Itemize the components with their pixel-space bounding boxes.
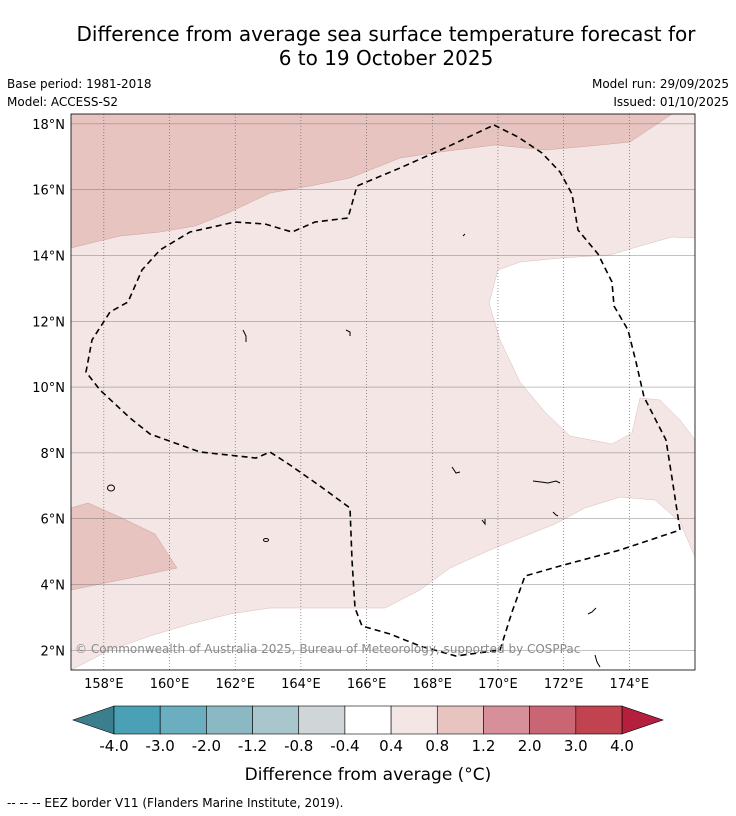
lon-tick-label: 162°E [215,677,255,692]
lon-tick-label: 174°E [610,677,650,692]
colorbar-under-arrow [72,705,115,735]
island [242,329,247,342]
eez-footnote: -- -- -- EEZ border V11 (Flanders Marine… [7,796,344,810]
colorbar-label: Difference from average (°C) [245,765,492,785]
island [481,519,486,526]
lon-tick-label: 160°E [150,677,190,692]
colorbar-swatch [206,705,253,735]
island [552,511,559,517]
field-neutral-south [71,496,695,670]
model-run: Model run: 29/09/2025 [591,77,729,91]
map-title: Difference from average sea surface temp… [0,22,736,70]
copyright-text: © Commonwealth of Australia 2025, Bureau… [75,642,580,656]
colorbar-swatch [344,705,392,735]
island [345,329,351,336]
island [587,607,597,615]
colorbar-swatch [575,705,623,735]
colorbar-swatch [113,705,161,735]
colorbar-tick-label: 4.0 [610,737,634,755]
island [107,484,115,492]
colorbar-over-arrow [621,705,664,735]
colorbar-tick-label: -1.2 [238,737,267,755]
colorbar-tick-label: 3.0 [564,737,588,755]
island [451,466,461,474]
lat-tick-label: 6°N [41,513,66,528]
island [532,480,561,484]
colorbar: -4.0 -3.0 -2.0 -1.2 -0.8 -0.4 0.4 0.8 1.2 2.0 3.0 4… [72,705,664,755]
colorbar-swatch [529,705,577,735]
title-line-2: 6 to 19 October 2025 [278,46,494,70]
colorbar-tick-label: -0.8 [284,737,313,755]
lat-tick-label: 4°N [41,578,66,593]
model-name: Model: ACCESS-S2 [7,95,119,109]
colorbar-tick-label: 2.0 [518,737,542,755]
meta-left: Base period: 1981-2018 Model: ACCESS-S2 [7,75,152,111]
lat-tick-label: 8°N [41,447,66,462]
lon-tick-label: 168°E [412,677,452,692]
field-0.8-1.2-west [71,502,178,591]
colorbar-swatch [159,705,207,735]
lat-tick-label: 10°N [32,381,65,396]
axis-ticks: 158°E 160°E 162°E 164°E 166°E 168°E 170°E 172°E… [32,118,649,692]
islands [107,233,601,668]
island [462,233,466,237]
colorbar-tick-label: -2.0 [192,737,221,755]
colorbar-tick-label: 1.2 [472,737,496,755]
field-0.8-1.2-north [71,114,695,249]
lat-tick-label: 2°N [41,644,66,659]
issued-date: Issued: 01/10/2025 [613,95,729,109]
colorbar-swatch [252,705,300,735]
island [263,538,269,542]
lon-tick-label: 172°E [544,677,584,692]
colorbar-swatch [436,705,484,735]
base-period: Base period: 1981-2018 [7,77,152,91]
lon-tick-label: 158°E [84,677,124,692]
colorbar-tick-label: 0.4 [379,737,403,755]
plot-frame [70,113,696,671]
lat-tick-label: 16°N [32,184,65,199]
eez-border [85,124,681,657]
lat-tick-label: 14°N [32,249,65,264]
lon-tick-label: 170°E [478,677,518,692]
colorbar-tick-label: -0.4 [330,737,359,755]
sst-anomaly-field [71,114,695,670]
lon-tick-label: 164°E [281,677,321,692]
colorbar-tick-label: -4.0 [99,737,128,755]
meta-right: Model run: 29/09/2025 Issued: 01/10/2025 [592,75,729,111]
lat-tick-label: 18°N [32,118,65,133]
island [594,654,601,668]
graticule [71,114,695,670]
colorbar-swatch [483,705,530,735]
colorbar-tick-label: -3.0 [146,737,175,755]
colorbar-tick-label: 0.8 [425,737,449,755]
lon-tick-label: 166°E [347,677,387,692]
colorbar-swatch [298,705,346,735]
title-line-1: Difference from average sea surface temp… [76,22,696,46]
colorbar-swatch [390,705,438,735]
lat-tick-label: 12°N [32,315,65,330]
